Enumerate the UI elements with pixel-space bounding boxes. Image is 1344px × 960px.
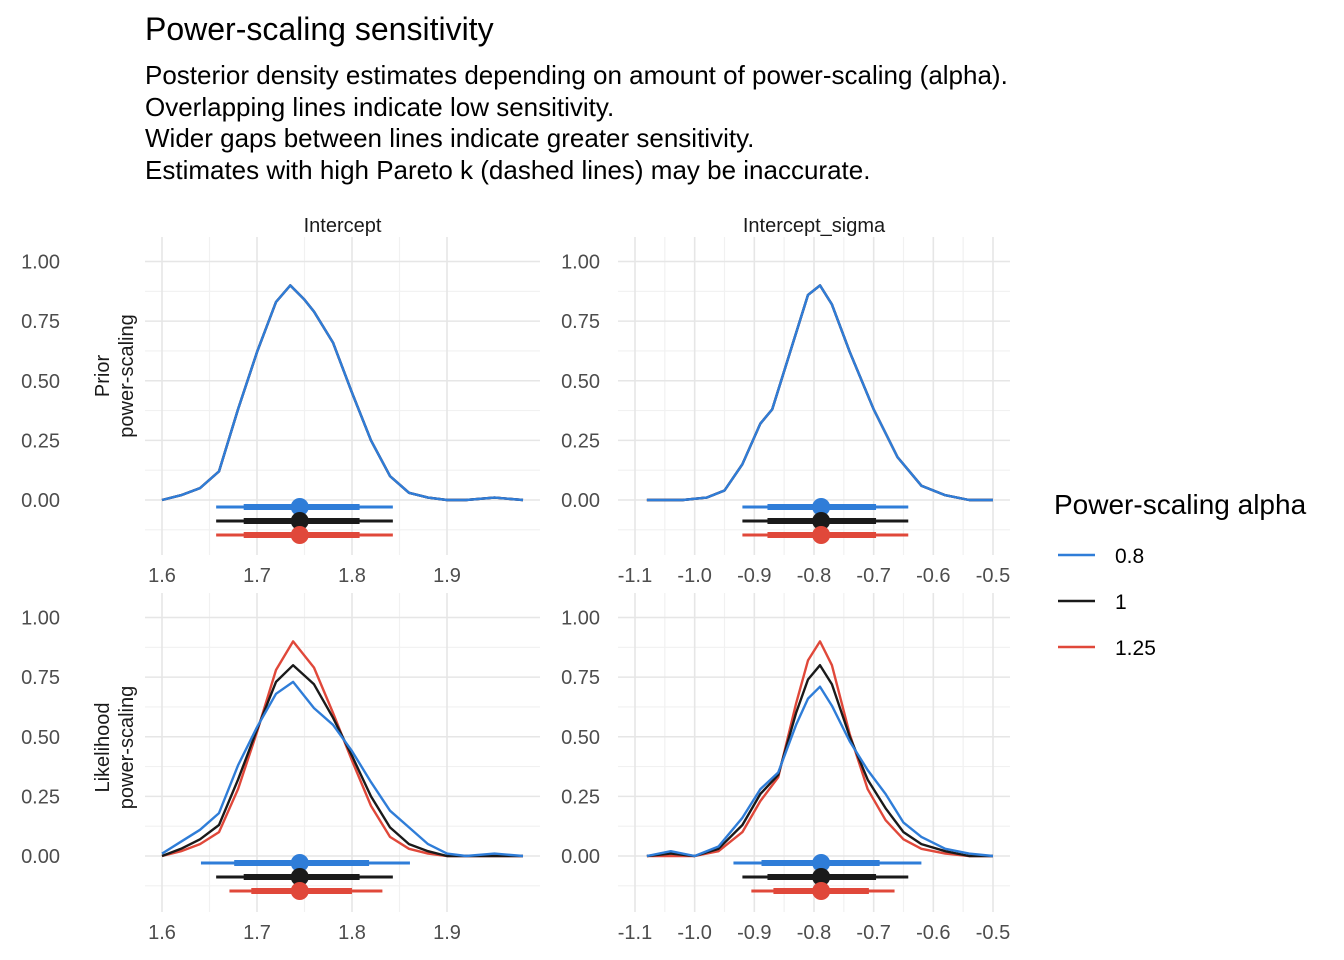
density-line	[646, 284, 993, 502]
interval-point	[812, 854, 831, 872]
y-tick-label: 1.00	[561, 608, 600, 630]
density-line	[646, 685, 994, 858]
y-tick-label: 1.00	[561, 252, 600, 274]
subtitle-line: Posterior density estimates depending on…	[145, 60, 1008, 90]
y-tick-label: 0.50	[561, 727, 600, 749]
y-tick-label: 0.25	[561, 430, 600, 452]
x-tick-label: 1.9	[433, 922, 461, 944]
x-tick-label: 1.9	[433, 565, 461, 587]
chart-title: Power-scaling sensitivity	[145, 11, 494, 47]
facet-strip-label: Intercept	[304, 215, 382, 237]
y-tick-label: 0.50	[21, 371, 60, 393]
subtitle-line: Estimates with high Pareto k (dashed lin…	[145, 154, 871, 185]
x-tick-label: -0.5	[976, 565, 1010, 587]
facet-row-label-line: Likelihood	[92, 702, 114, 792]
x-tick-label: 1.7	[243, 565, 271, 587]
x-tick-label: 1.6	[148, 565, 176, 587]
facet-row-label-line: power-scaling	[116, 686, 138, 809]
y-tick-label: 0.25	[21, 786, 60, 808]
x-tick-label: 1.8	[338, 565, 366, 587]
x-tick-label: -0.5	[976, 922, 1010, 944]
x-tick-label: -0.8	[797, 922, 831, 944]
legend-label: 0.8	[1115, 545, 1144, 568]
interval-point	[290, 498, 309, 516]
chart-subtitle: Posterior density estimates depending on…	[145, 60, 1008, 186]
y-tick-label: 0.00	[21, 846, 60, 868]
interval-point	[812, 882, 831, 900]
y-tick-label: 1.00	[21, 608, 60, 630]
x-tick-label: 1.8	[338, 922, 366, 944]
x-tick-label: 1.7	[243, 922, 271, 944]
density-line	[161, 664, 523, 858]
density-line	[161, 284, 524, 502]
y-tick-label: 0.50	[21, 727, 60, 749]
subtitle-line: Wider gaps between lines indicate greate…	[145, 123, 755, 153]
x-tick-label: -0.6	[916, 922, 950, 944]
interval-point	[812, 526, 831, 544]
x-tick-label: -1.1	[618, 922, 652, 944]
y-tick-label: 0.75	[21, 667, 60, 689]
facet-row-label: Likelihood power-scaling	[92, 686, 138, 809]
facet-row-label-line: power-scaling	[116, 314, 138, 437]
interval-point	[290, 882, 309, 900]
interval-point	[812, 868, 831, 886]
facet-row-label: Prior power-scaling	[92, 314, 138, 437]
density-line	[161, 640, 523, 858]
density-line	[161, 284, 524, 502]
interval-point	[812, 498, 831, 516]
x-tick-label: -0.9	[737, 565, 771, 587]
x-tick-label: -0.8	[797, 565, 831, 587]
interval-point	[290, 526, 309, 544]
x-tick-label: -0.6	[916, 565, 950, 587]
density-line	[646, 640, 993, 858]
interval-point	[812, 512, 831, 530]
legend-label: 1.25	[1115, 637, 1156, 660]
y-tick-label: 0.00	[561, 846, 600, 868]
density-line	[646, 664, 993, 858]
facet-row-label-line: Prior	[92, 355, 114, 398]
x-tick-label: -0.9	[737, 922, 771, 944]
density-line	[646, 284, 993, 502]
y-tick-label: 0.25	[21, 430, 60, 452]
density-line	[646, 284, 993, 502]
facet-strip-label: Intercept_sigma	[743, 215, 886, 237]
x-tick-label: -1.0	[677, 565, 711, 587]
y-tick-label: 0.25	[561, 786, 600, 808]
y-tick-label: 0.00	[21, 490, 60, 512]
y-tick-label: 0.00	[561, 490, 600, 512]
legend-title: Power-scaling alpha	[1054, 489, 1307, 520]
y-tick-label: 0.75	[21, 311, 60, 333]
subtitle-line: Overlapping lines indicate low sensitivi…	[145, 91, 615, 122]
x-tick-label: -0.7	[856, 565, 890, 587]
interval-point	[290, 868, 309, 886]
y-tick-label: 1.00	[21, 252, 60, 274]
x-tick-label: -0.7	[856, 922, 890, 944]
density-line	[161, 680, 524, 858]
interval-point	[290, 854, 309, 872]
legend-label: 1	[1115, 591, 1127, 614]
interval-point	[290, 512, 309, 530]
x-tick-label: -1.0	[677, 922, 711, 944]
y-tick-label: 0.50	[561, 371, 600, 393]
y-tick-label: 0.75	[561, 667, 600, 689]
density-line	[161, 284, 524, 502]
x-tick-label: -1.1	[618, 565, 652, 587]
x-tick-label: 1.6	[148, 922, 176, 944]
y-tick-label: 0.75	[561, 311, 600, 333]
